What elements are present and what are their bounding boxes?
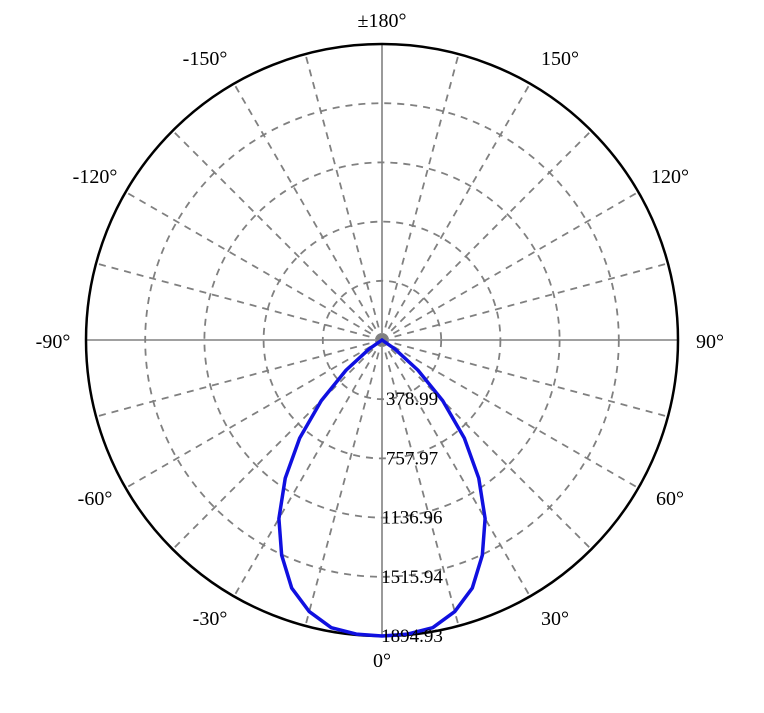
angle-tick-label: -30° xyxy=(193,608,228,630)
polar-chart: 0° 30° 60° 90° 120° 150° ±180° -150° -120° -90° -6… xyxy=(0,0,764,713)
radial-tick-label: 378.99 xyxy=(386,389,438,410)
polar-chart-svg: 0° 30° 60° 90° 120° 150° ±180° -150° -120° -90° -6… xyxy=(0,0,764,713)
angle-tick-label: -120° xyxy=(73,166,118,188)
angle-tick-label: -60° xyxy=(78,488,113,510)
angle-tick-label: -90° xyxy=(36,331,71,353)
radial-tick-label: 1894.93 xyxy=(381,626,443,647)
radial-tick-label: 1136.96 xyxy=(381,508,442,529)
angle-tick-label: 150° xyxy=(541,48,579,70)
angle-tick-label: 90° xyxy=(696,331,724,353)
angle-tick-label: -150° xyxy=(183,48,228,70)
angle-tick-label: 60° xyxy=(656,488,684,510)
angle-tick-label: 30° xyxy=(541,608,569,630)
angle-tick-label: 120° xyxy=(651,166,689,188)
radial-tick-label: 1515.94 xyxy=(381,567,443,588)
radial-tick-label: 757.97 xyxy=(386,448,438,469)
angle-tick-label: ±180° xyxy=(358,10,407,32)
angle-tick-label: 0° xyxy=(373,650,391,672)
